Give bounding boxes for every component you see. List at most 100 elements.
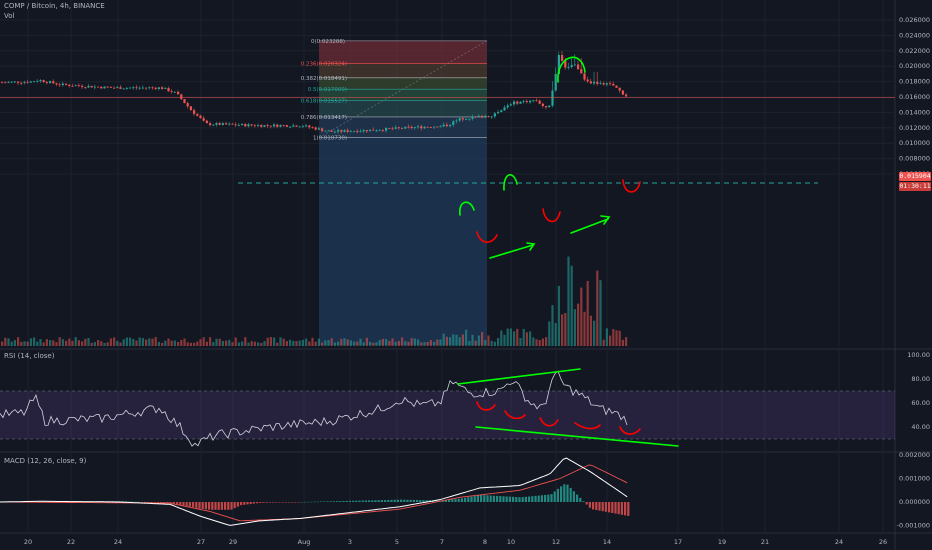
macd-histogram-bar: [515, 497, 518, 502]
macd-histogram-bar: [278, 502, 281, 503]
arrow-head: [526, 242, 536, 251]
macd-histogram-bar: [230, 502, 233, 510]
candle-body: [269, 125, 272, 127]
macd-histogram-bar: [454, 499, 457, 502]
macd-histogram-bar: [150, 502, 153, 503]
candle-body: [202, 118, 205, 121]
volume-bar: [106, 342, 109, 346]
candle-body: [423, 126, 426, 129]
volume-bar: [532, 337, 535, 346]
candle-body: [125, 87, 128, 89]
candle-body: [170, 91, 173, 93]
candle-body: [545, 105, 548, 108]
candle-body: [161, 87, 164, 89]
volume-bar: [490, 340, 493, 346]
macd-histogram-bar: [195, 502, 198, 508]
volume-bar: [388, 341, 391, 346]
fib-projection-zone: [319, 137, 487, 345]
volume-bar: [177, 342, 180, 346]
candle-body: [573, 64, 576, 66]
macd-histogram-bar: [320, 501, 323, 503]
volume-bar: [23, 341, 26, 346]
macd-histogram-bar: [387, 499, 390, 502]
volume-bar: [77, 340, 80, 346]
volume-bar: [570, 265, 573, 346]
macd-histogram-bar: [531, 496, 534, 502]
candle-body: [225, 123, 228, 125]
candle-body: [113, 87, 116, 89]
price-axis-label: 0.026000: [899, 16, 930, 24]
volume-bar: [36, 341, 39, 346]
candle-body: [461, 118, 464, 120]
volume-bar: [263, 341, 266, 346]
candle-body: [298, 126, 301, 128]
volume-bar: [55, 342, 58, 346]
time-axis-label: 19: [718, 538, 726, 546]
macd-histogram-bar: [604, 502, 607, 512]
volume-bar: [234, 337, 237, 346]
volume-bar: [589, 315, 592, 346]
candle-body: [359, 131, 362, 133]
volume-bar: [311, 337, 314, 346]
volume-bar: [189, 342, 192, 346]
macd-histogram-bar: [208, 502, 211, 510]
volume-bar: [193, 342, 196, 346]
candle-body: [221, 123, 224, 125]
volume-bar: [605, 328, 608, 346]
macd-histogram-bar: [460, 498, 463, 502]
rsi-legend[interactable]: RSI (14, close): [4, 352, 55, 360]
volume-bar: [612, 329, 615, 346]
time-axis-label: 12: [552, 538, 560, 546]
volume-bar: [100, 341, 103, 346]
fib-level-label: 0.5(0.017009): [308, 87, 347, 93]
volume-bar: [167, 338, 170, 346]
volume-bar: [509, 328, 512, 346]
candle-body: [420, 126, 423, 129]
macd-histogram-bar: [572, 491, 575, 502]
macd-histogram-bar: [419, 500, 422, 502]
volume-bar: [349, 340, 352, 346]
volume-bar: [436, 339, 439, 346]
macd-histogram-bar: [476, 495, 479, 502]
volume-bar: [593, 320, 596, 346]
volume-bar: [522, 328, 525, 346]
volume-bar: [471, 334, 474, 346]
price-axis-label: 0.008000: [899, 155, 930, 163]
candle-body: [493, 113, 496, 117]
volume-bar: [474, 340, 477, 346]
macd-histogram-bar: [524, 496, 527, 502]
macd-histogram-bar: [492, 495, 495, 502]
volume-bar: [45, 339, 48, 346]
volume-bar: [397, 340, 400, 346]
candle-body: [247, 124, 250, 127]
volume-bar: [202, 337, 205, 346]
volume-bar: [97, 340, 100, 346]
symbol-legend[interactable]: COMP / Bitcoin, 4h, BINANCE: [4, 2, 105, 10]
candle-body: [151, 87, 154, 89]
rsi-axis-label: 80.00: [911, 375, 930, 383]
macd-signal-line: [0, 464, 628, 522]
volume-bar: [333, 342, 336, 346]
macd-histogram-bar: [400, 499, 403, 502]
candle-body: [196, 113, 199, 116]
volume-bar: [375, 342, 378, 346]
candle-body: [106, 86, 109, 88]
volume-bar: [68, 338, 71, 346]
candle-body: [253, 125, 256, 127]
candle-body: [436, 126, 439, 128]
rsi-axis-label: 100.00: [907, 351, 930, 359]
volume-bar: [529, 331, 532, 346]
candle-body: [407, 126, 410, 128]
candle-body: [135, 87, 138, 89]
candle-body: [388, 127, 391, 129]
volume-bar: [225, 340, 228, 346]
macd-legend[interactable]: MACD (12, 26, close, 9): [4, 457, 87, 465]
macd-histogram-bar: [537, 495, 540, 502]
candle-body: [55, 83, 58, 85]
volume-bar: [253, 341, 256, 346]
macd-histogram-bar: [217, 502, 220, 510]
volume-legend[interactable]: Vol: [4, 12, 15, 20]
volume-bar: [52, 340, 55, 346]
price-axis-label: 0.022000: [899, 47, 930, 55]
